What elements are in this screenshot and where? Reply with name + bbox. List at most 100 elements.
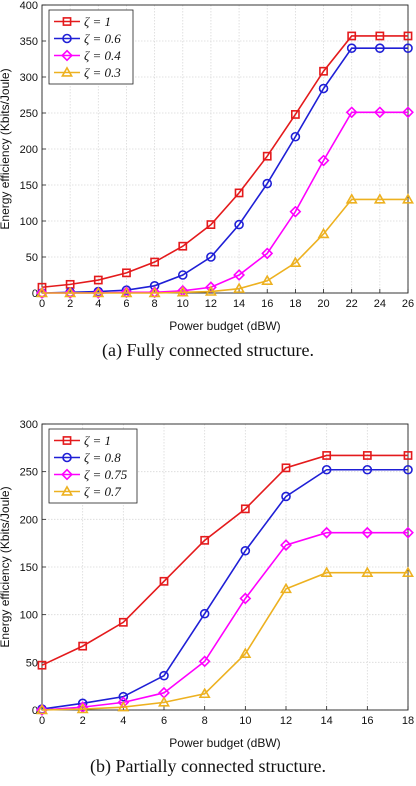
data-point bbox=[403, 464, 413, 475]
data-point bbox=[375, 43, 385, 54]
data-point bbox=[158, 696, 170, 707]
x-tick-label: 4 bbox=[95, 298, 101, 310]
data-point bbox=[92, 287, 105, 299]
data-point bbox=[403, 31, 413, 41]
data-point bbox=[198, 687, 211, 699]
y-tick-label: 300 bbox=[20, 72, 38, 84]
series-line-4 bbox=[42, 198, 408, 294]
y-tick-label: 250 bbox=[20, 467, 38, 479]
legend-marker bbox=[61, 49, 73, 62]
data-point bbox=[177, 270, 188, 280]
data-point bbox=[261, 274, 274, 286]
y-tick-label: 150 bbox=[20, 180, 38, 192]
data-point bbox=[78, 641, 88, 651]
data-point bbox=[37, 660, 47, 670]
legend-label: ζ = 0.75 bbox=[84, 467, 128, 482]
data-point bbox=[206, 252, 216, 262]
data-point bbox=[362, 464, 373, 475]
data-point bbox=[281, 491, 291, 502]
x-tick-label: 6 bbox=[123, 298, 129, 310]
x-tick-label: 10 bbox=[239, 715, 251, 727]
data-point bbox=[239, 592, 252, 605]
y-tick-label: 50 bbox=[26, 657, 38, 669]
series-line-1 bbox=[41, 454, 408, 666]
y-tick-label: 350 bbox=[20, 36, 38, 48]
data-point bbox=[290, 131, 301, 142]
data-point bbox=[199, 608, 210, 619]
x-tick-label: 8 bbox=[152, 298, 158, 310]
data-point bbox=[234, 188, 244, 198]
y-tick-label: 400 bbox=[20, 0, 38, 12]
y-tick-label: 100 bbox=[20, 610, 38, 622]
data-point bbox=[206, 220, 216, 229]
data-point bbox=[159, 670, 169, 681]
x-tick-label: 0 bbox=[39, 715, 45, 727]
data-point bbox=[122, 268, 131, 278]
data-point bbox=[362, 451, 372, 460]
data-point bbox=[121, 285, 132, 295]
figure-caption: (a) Fully connected structure. bbox=[102, 340, 314, 361]
data-point bbox=[240, 545, 251, 556]
x-tick-label: 2 bbox=[80, 715, 86, 727]
x-axis-label: Power budget (dBW) bbox=[169, 736, 280, 750]
data-point bbox=[317, 154, 330, 167]
x-axis-label: Power budget (dBW) bbox=[169, 319, 280, 333]
data-point bbox=[373, 193, 386, 204]
data-point bbox=[280, 539, 292, 552]
x-tick-label: 8 bbox=[202, 715, 208, 727]
x-tick-label: 6 bbox=[161, 715, 167, 727]
data-point bbox=[280, 582, 292, 594]
data-point bbox=[320, 566, 333, 577]
x-tick-label: 18 bbox=[402, 715, 414, 727]
data-point bbox=[281, 463, 291, 473]
figure-caption: (b) Partially connected structure. bbox=[90, 756, 326, 777]
data-point bbox=[118, 617, 128, 627]
data-point bbox=[93, 275, 103, 285]
data-point bbox=[345, 193, 358, 204]
data-point bbox=[261, 247, 274, 260]
legend-label: ζ = 0.7 bbox=[84, 484, 121, 499]
data-point bbox=[262, 151, 272, 161]
x-tick-label: 20 bbox=[317, 298, 329, 310]
y-tick-label: 0 bbox=[32, 705, 38, 717]
data-point bbox=[320, 526, 333, 539]
data-point bbox=[233, 269, 246, 281]
y-tick-label: 200 bbox=[20, 514, 38, 526]
legend-marker bbox=[61, 468, 73, 481]
legend-label: ζ = 0.4 bbox=[84, 48, 121, 63]
y-tick-label: 300 bbox=[20, 419, 38, 431]
y-tick-label: 150 bbox=[20, 562, 38, 574]
data-point bbox=[92, 286, 105, 298]
data-point bbox=[403, 451, 413, 460]
chart-2: 0 2 4 6 8 10 12 14 16 18 0 50 100 150 200 250 300 Power b… bbox=[0, 419, 414, 777]
x-tick-label: 16 bbox=[361, 715, 373, 727]
data-point bbox=[178, 241, 188, 251]
legend-marker bbox=[62, 17, 72, 26]
data-point bbox=[373, 106, 386, 119]
y-tick-label: 250 bbox=[20, 108, 38, 120]
data-point bbox=[198, 655, 211, 668]
data-point bbox=[319, 66, 328, 76]
data-point bbox=[402, 193, 414, 204]
data-point bbox=[289, 256, 302, 268]
data-point bbox=[37, 282, 47, 292]
data-point bbox=[347, 31, 357, 41]
data-point bbox=[239, 647, 252, 659]
data-point bbox=[290, 110, 300, 119]
y-axis-label: Energy efficiency (Kbits/Joule) bbox=[0, 486, 12, 647]
data-point bbox=[289, 205, 302, 218]
data-point bbox=[204, 285, 217, 296]
x-tick-label: 10 bbox=[177, 298, 189, 310]
x-tick-label: 0 bbox=[39, 298, 45, 310]
data-point bbox=[234, 219, 244, 230]
data-point bbox=[262, 178, 273, 189]
data-point bbox=[176, 286, 189, 297]
x-tick-label: 24 bbox=[374, 298, 386, 310]
legend-marker bbox=[62, 436, 72, 445]
data-point bbox=[402, 566, 414, 577]
data-point bbox=[64, 287, 77, 299]
data-point bbox=[240, 504, 250, 514]
series-line-2 bbox=[41, 468, 408, 710]
data-point bbox=[361, 526, 374, 539]
